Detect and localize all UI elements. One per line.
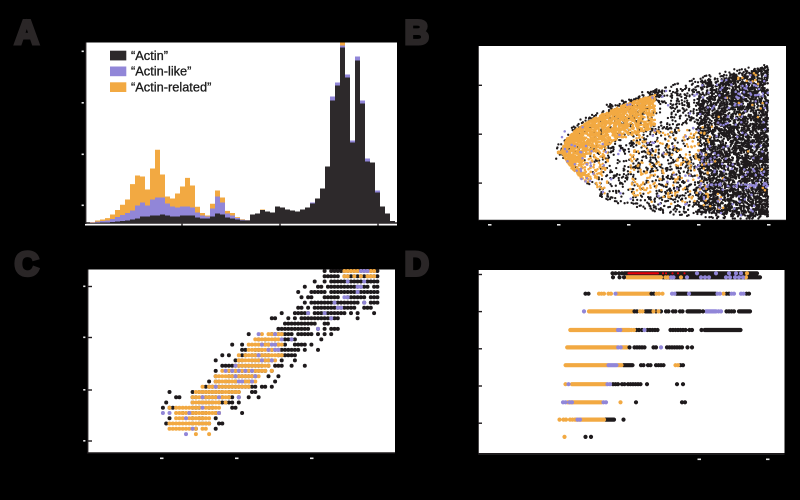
svg-text:D: D: [405, 246, 430, 284]
svg-text:“Actin-like”: “Actin-like”: [131, 64, 191, 79]
svg-text:“Actin-related”: “Actin-related”: [131, 79, 211, 94]
svg-text:C: C: [15, 246, 40, 284]
svg-text:“Actin”: “Actin”: [131, 48, 168, 63]
svg-text:B: B: [405, 14, 430, 52]
svg-text:A: A: [15, 14, 40, 52]
